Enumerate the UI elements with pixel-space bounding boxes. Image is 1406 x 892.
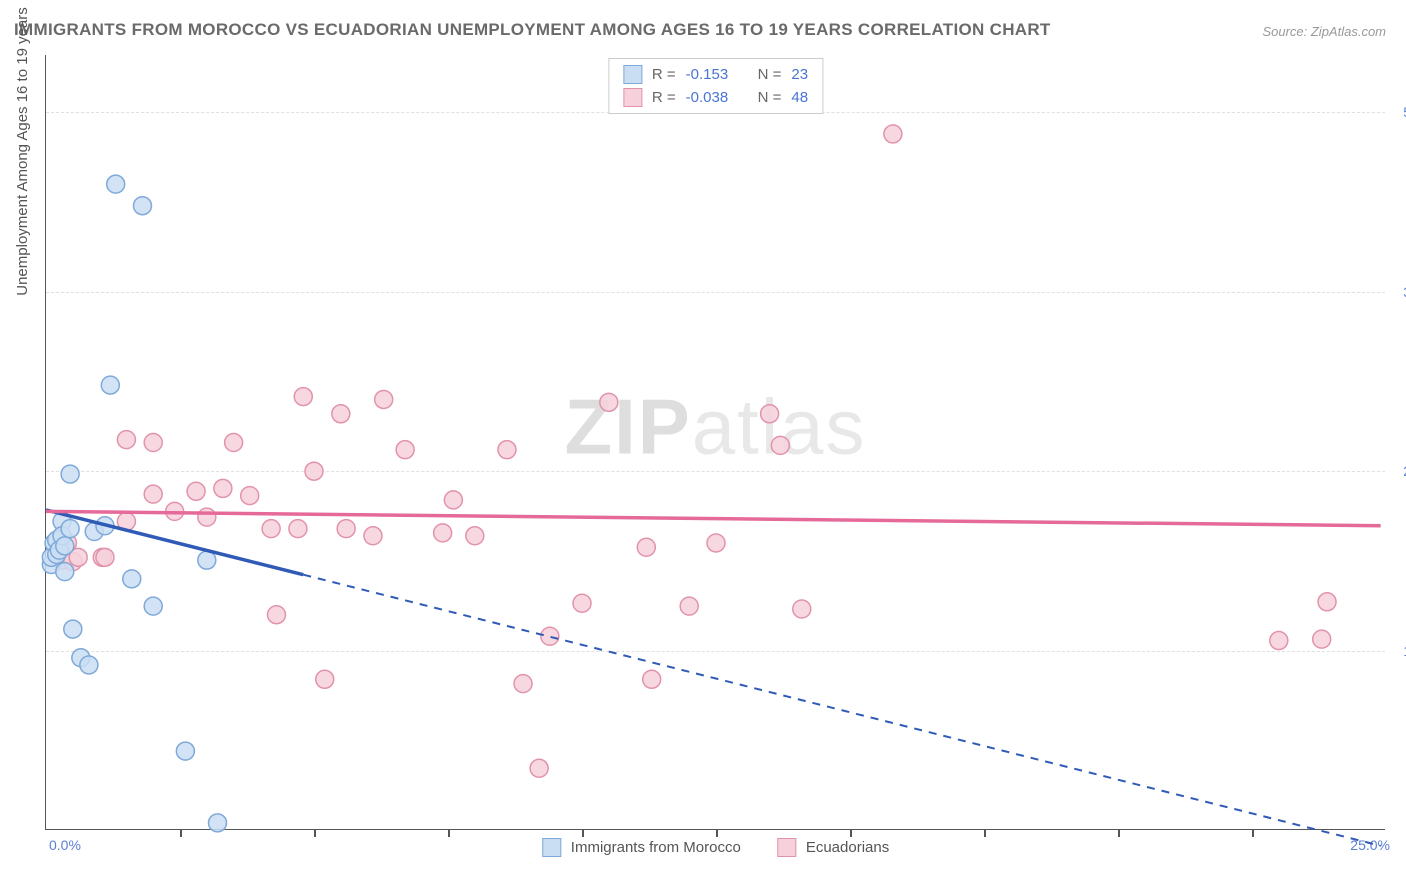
data-point [466, 527, 484, 545]
data-point [444, 491, 462, 509]
data-point [176, 742, 194, 760]
data-point [123, 570, 141, 588]
data-point [1318, 593, 1336, 611]
legend-label-2: Ecuadorians [806, 839, 889, 856]
data-point [117, 431, 135, 449]
x-tick-mark [984, 829, 986, 837]
source-label: Source: ZipAtlas.com [1262, 24, 1386, 39]
x-tick-mark [716, 829, 718, 837]
data-point [101, 376, 119, 394]
chart-container: IMMIGRANTS FROM MOROCCO VS ECUADORIAN UN… [0, 0, 1406, 892]
regression-line-dashed [303, 575, 1380, 846]
data-point [61, 520, 79, 538]
x-tick-mark [448, 829, 450, 837]
legend-correlation: R = -0.153 N = 23 R = -0.038 N = 48 [608, 58, 823, 114]
data-point [144, 597, 162, 615]
x-tick-mark [582, 829, 584, 837]
legend-item-1: Immigrants from Morocco [542, 838, 741, 857]
regression-line [46, 511, 1381, 525]
x-tick-mark [180, 829, 182, 837]
data-point [514, 675, 532, 693]
scatter-svg [46, 55, 1385, 829]
legend-row-series-2: R = -0.038 N = 48 [623, 86, 808, 109]
data-point [56, 537, 74, 555]
data-point [375, 390, 393, 408]
x-tick-mark [1252, 829, 1254, 837]
x-tick-mark [850, 829, 852, 837]
data-point [294, 388, 312, 406]
data-point [761, 405, 779, 423]
data-point [61, 465, 79, 483]
r-label: R = [652, 89, 676, 106]
data-point [573, 594, 591, 612]
data-point [1270, 632, 1288, 650]
data-point [80, 656, 98, 674]
data-point [64, 620, 82, 638]
data-point [332, 405, 350, 423]
data-point [337, 520, 355, 538]
plot-area: ZIPatlas R = -0.153 N = 23 R = -0.038 N … [45, 55, 1385, 830]
data-point [241, 487, 259, 505]
data-point [316, 670, 334, 688]
data-point [198, 551, 216, 569]
data-point [107, 175, 125, 193]
data-point [884, 125, 902, 143]
data-point [96, 548, 114, 566]
y-axis-label: Unemployment Among Ages 16 to 19 years [14, 7, 31, 296]
data-point [707, 534, 725, 552]
data-point [214, 479, 232, 497]
data-point [793, 600, 811, 618]
swatch-series-2 [623, 88, 642, 107]
data-point [530, 759, 548, 777]
data-point [187, 482, 205, 500]
data-point [771, 436, 789, 454]
data-point [225, 434, 243, 452]
x-tick-mark [314, 829, 316, 837]
x-tick-mark [1118, 829, 1120, 837]
data-point [56, 563, 74, 581]
data-point [680, 597, 698, 615]
data-point [267, 606, 285, 624]
r-value-1: -0.153 [686, 66, 742, 83]
data-point [498, 441, 516, 459]
data-point [262, 520, 280, 538]
data-point [144, 434, 162, 452]
chart-title: IMMIGRANTS FROM MOROCCO VS ECUADORIAN UN… [14, 20, 1051, 40]
n-label: N = [758, 66, 782, 83]
n-value-2: 48 [791, 89, 808, 106]
data-point [396, 441, 414, 459]
legend-item-2: Ecuadorians [777, 838, 889, 857]
swatch-series-1 [623, 65, 642, 84]
legend-series: Immigrants from Morocco Ecuadorians [542, 838, 889, 857]
r-value-2: -0.038 [686, 89, 742, 106]
data-point [133, 197, 151, 215]
data-point [144, 485, 162, 503]
legend-row-series-1: R = -0.153 N = 23 [623, 63, 808, 86]
data-point [305, 462, 323, 480]
r-label: R = [652, 66, 676, 83]
data-point [1313, 630, 1331, 648]
x-origin-label: 0.0% [49, 837, 81, 853]
data-point [541, 627, 559, 645]
data-point [289, 520, 307, 538]
data-point [600, 393, 618, 411]
n-value-1: 23 [791, 66, 808, 83]
swatch-bottom-2 [777, 838, 796, 857]
data-point [209, 814, 227, 832]
data-point [434, 524, 452, 542]
swatch-bottom-1 [542, 838, 561, 857]
legend-label-1: Immigrants from Morocco [571, 839, 741, 856]
data-point [637, 538, 655, 556]
data-point [198, 508, 216, 526]
n-label: N = [758, 89, 782, 106]
data-point [643, 670, 661, 688]
data-point [364, 527, 382, 545]
